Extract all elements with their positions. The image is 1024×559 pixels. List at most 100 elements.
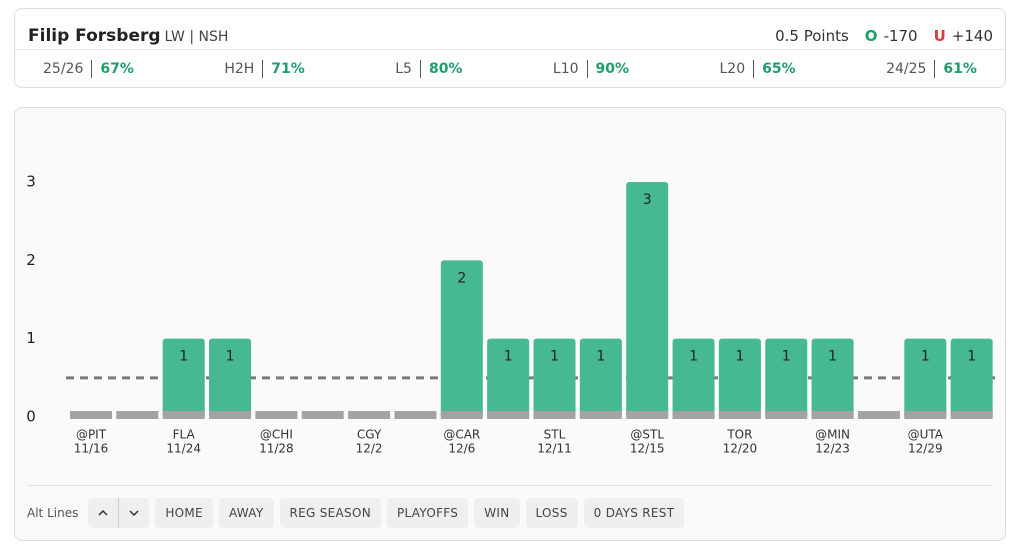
bar	[209, 338, 252, 419]
x-tick-label: CGY	[357, 428, 382, 442]
player-name: Filip Forsberg	[28, 26, 161, 46]
stat: 25/26 67%	[43, 60, 134, 78]
stat-value: 80%	[428, 61, 463, 77]
stat-divider	[91, 60, 93, 78]
y-tick-label: 1	[26, 329, 36, 347]
x-tick-label: @STL	[630, 428, 664, 442]
down-button[interactable]	[118, 498, 149, 528]
x-tick-date: 11/24	[166, 442, 201, 456]
over-odds: -170	[883, 27, 918, 45]
bar	[579, 338, 622, 419]
player-card: Filip Forsberg LW | NSH 0.5 Points O -170 …	[14, 8, 1006, 88]
stat-label: L5	[395, 61, 412, 77]
bar-base	[533, 411, 576, 419]
divider	[27, 485, 993, 486]
stat: 24/25 61%	[886, 60, 977, 78]
bar-value-label: 1	[689, 349, 698, 365]
bar-value-label: 2	[457, 270, 466, 286]
stat-value: 71%	[271, 61, 305, 77]
filter-button[interactable]: PLAYOFFS	[387, 498, 469, 528]
bar-base	[811, 411, 854, 419]
x-tick-label: @MIN	[815, 428, 850, 442]
x-tick-date: 12/23	[815, 442, 850, 456]
filter-button[interactable]: REG SEASON	[279, 498, 381, 528]
bar-value-label: 1	[735, 349, 744, 365]
bar	[255, 411, 298, 419]
bar-base	[626, 411, 669, 419]
bar	[857, 411, 900, 419]
filter-button[interactable]: LOSS	[525, 498, 578, 528]
over-label: O	[864, 27, 878, 45]
stat-label: 25/26	[43, 61, 84, 77]
chevron-down	[129, 510, 139, 516]
x-tick-date: 12/29	[908, 442, 943, 456]
stats-row: 25/26 67% H2H 71% L5 80% L10 90% L20 65% 24/25 61%	[43, 57, 977, 81]
filter-button[interactable]: HOME	[155, 498, 213, 528]
stat-divider	[419, 60, 421, 78]
x-tick-label: @PIT	[76, 428, 107, 442]
bar	[765, 338, 808, 419]
bar	[672, 338, 715, 419]
filter-button[interactable]: AWAY	[218, 498, 274, 528]
market: 0.5 Points	[775, 27, 849, 45]
stat-value: 61%	[943, 61, 977, 77]
bar-value-label: 1	[550, 349, 559, 365]
bar	[487, 338, 530, 419]
stat-divider	[934, 60, 936, 78]
filters: Alt Lines HOME AWAY REG SEASON PLAYOFFS WIN L…	[27, 498, 685, 528]
bar	[950, 338, 993, 419]
bar-base	[718, 411, 761, 419]
x-tick-date: 12/2	[356, 442, 383, 456]
y-tick-label: 0	[26, 408, 36, 426]
bar-value-label: 1	[921, 349, 930, 365]
x-tick-label: TOR	[726, 428, 752, 442]
bar-base	[950, 411, 993, 419]
bar	[811, 338, 854, 419]
bar	[394, 411, 437, 419]
bar-value-label: 1	[782, 349, 791, 365]
x-tick-date: 12/6	[448, 442, 475, 456]
bar	[440, 260, 483, 419]
bar-value-label: 1	[179, 349, 188, 365]
y-tick-label: 2	[26, 251, 36, 269]
stat-label: L20	[719, 61, 746, 77]
stat: L5 80%	[395, 60, 462, 78]
bar-base	[765, 411, 808, 419]
player-position: LW | NSH	[164, 29, 229, 45]
bar-base	[672, 411, 715, 419]
filter-button[interactable]: 0 DAYS REST	[583, 498, 685, 528]
x-tick-date: 12/15	[630, 442, 665, 456]
alt-lines-label: Alt Lines	[27, 506, 79, 520]
under-label: U	[933, 27, 946, 45]
up-button[interactable]	[88, 498, 118, 528]
stat: L10 90%	[553, 60, 629, 78]
x-tick-label: STL	[544, 428, 566, 442]
bar	[904, 338, 947, 419]
under-odds: +140	[951, 27, 993, 45]
bar-value-label: 1	[967, 349, 976, 365]
bar-base	[440, 411, 483, 419]
stat-divider	[586, 60, 588, 78]
y-tick-label: 3	[26, 173, 36, 191]
x-tick-label: @CHI	[260, 428, 293, 442]
bar-base	[904, 411, 947, 419]
x-tick-date: 12/20	[723, 442, 758, 456]
player-row: Filip Forsberg LW | NSH 0.5 Points O -170 …	[28, 17, 993, 55]
stat-label: 24/25	[886, 61, 927, 77]
alt-line-stepper	[88, 498, 150, 528]
stat-label: L10	[552, 61, 579, 77]
bar	[301, 411, 344, 419]
bar	[348, 411, 391, 419]
stat: H2H 71%	[224, 60, 305, 78]
bar-value-label: 3	[643, 192, 652, 208]
odds: 0.5 Points O -170 U +140	[775, 27, 993, 45]
filter-button[interactable]: WIN	[474, 498, 520, 528]
stat-divider	[262, 60, 264, 78]
x-tick-label: @CAR	[443, 428, 480, 442]
stat: L20 65%	[719, 60, 796, 78]
x-tick-date: 12/11	[537, 442, 572, 456]
x-tick-date: 11/28	[259, 442, 294, 456]
bar	[70, 411, 112, 419]
stat-value: 67%	[100, 61, 134, 77]
